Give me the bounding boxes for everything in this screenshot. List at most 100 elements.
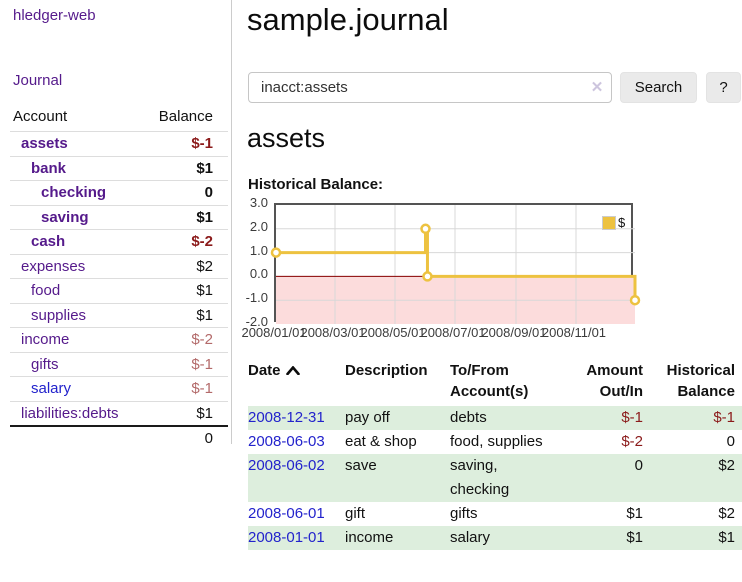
account-row: cash $-2 xyxy=(10,229,228,255)
account-row: gifts $-1 xyxy=(10,352,228,377)
register-row: 2008-12-31 pay off debts $-1 $-1 xyxy=(248,406,742,430)
register-header-accounts: To/From Account(s) xyxy=(450,362,529,400)
x-tick-label: 2008/01/01 xyxy=(241,325,307,340)
y-tick-label: 2.0 xyxy=(249,218,268,234)
register-header-date[interactable]: Date xyxy=(248,360,345,406)
balance-chart-canvas xyxy=(270,205,641,324)
y-tick-label: 0.0 xyxy=(249,266,268,282)
account-link[interactable]: cash xyxy=(31,233,66,251)
transaction-amount: $1 xyxy=(626,529,643,546)
transaction-accounts: gifts xyxy=(450,505,478,522)
x-tick-label: 2008/07/01 xyxy=(420,325,486,340)
transaction-description: gift xyxy=(345,505,366,522)
transaction-balance: $2 xyxy=(718,505,735,522)
transaction-date-link[interactable]: 2008-12-31 xyxy=(248,409,325,426)
transaction-accounts: salary xyxy=(450,529,491,546)
transaction-balance: $-1 xyxy=(713,409,735,426)
balance-chart xyxy=(270,203,641,324)
transaction-date-link[interactable]: 2008-01-01 xyxy=(248,529,325,546)
account-balance: $-1 xyxy=(191,355,213,373)
account-heading: assets xyxy=(247,123,326,153)
register-header-balance: Historical Balance xyxy=(666,362,735,400)
account-link[interactable]: expenses xyxy=(21,257,86,275)
sidebar-item-journal[interactable]: Journal xyxy=(13,72,63,89)
account-link[interactable]: gifts xyxy=(31,355,59,373)
search-button[interactable]: Search xyxy=(620,72,697,103)
app-title-link[interactable]: hledger-web xyxy=(13,7,96,24)
y-tick-label: -1.0 xyxy=(245,290,268,306)
accounts-table: Account Balance assets $-1 bank $1 check… xyxy=(10,106,228,450)
account-link[interactable]: food xyxy=(31,282,61,300)
help-button[interactable]: ? xyxy=(706,72,741,103)
x-tick-label: 2008/05/01 xyxy=(360,325,426,340)
accounts-header-account: Account xyxy=(13,108,68,125)
account-balance: $2 xyxy=(196,257,213,275)
register-row: 2008-06-02 save saving, checking 0 $2 xyxy=(248,454,742,502)
account-balance: $1 xyxy=(196,404,213,422)
transaction-balance: $2 xyxy=(718,457,735,474)
register-header-description: Description xyxy=(345,362,428,379)
legend-label: $ xyxy=(618,215,626,230)
chart-legend: $ xyxy=(602,215,625,230)
account-row: salary $-1 xyxy=(10,376,228,402)
account-link[interactable]: income xyxy=(21,331,70,349)
account-link[interactable]: saving xyxy=(41,208,89,226)
account-row: liabilities:debts $1 xyxy=(10,401,228,426)
account-balance: $1 xyxy=(196,282,213,300)
register-header-amount: Amount Out/In xyxy=(586,362,643,400)
account-balance: $-1 xyxy=(191,380,213,398)
y-tick-label: 1.0 xyxy=(249,242,268,258)
account-row: checking 0 xyxy=(10,180,228,206)
page-title: sample.journal xyxy=(247,2,449,37)
transaction-balance: $1 xyxy=(718,529,735,546)
register-row: 2008-06-03 eat & shop food, supplies $-2… xyxy=(248,430,742,454)
account-link[interactable]: assets xyxy=(21,135,68,153)
accounts-total-row: 0 xyxy=(10,425,228,451)
transaction-amount: $1 xyxy=(626,505,643,522)
account-row: supplies $1 xyxy=(10,303,228,328)
register-header-date-label: Date xyxy=(248,362,281,379)
transaction-date-link[interactable]: 2008-06-01 xyxy=(248,505,325,522)
transaction-description: eat & shop xyxy=(345,433,417,450)
search-input[interactable] xyxy=(248,72,612,103)
account-balance: $-1 xyxy=(191,135,213,153)
account-row: food $1 xyxy=(10,278,228,304)
transaction-description: income xyxy=(345,529,394,546)
register-row: 2008-01-01 income salary $1 $1 xyxy=(248,526,742,550)
account-balance: $1 xyxy=(196,159,213,177)
transaction-amount: $-1 xyxy=(621,409,643,426)
account-link[interactable]: bank xyxy=(31,159,67,177)
x-tick-label: 2008/09/01 xyxy=(481,325,547,340)
transaction-accounts: debts xyxy=(450,409,487,426)
x-tick-label: 2008/11/01 xyxy=(541,325,607,340)
account-row: expenses $2 xyxy=(10,254,228,279)
transaction-description: save xyxy=(345,457,377,474)
legend-swatch-icon xyxy=(602,215,616,230)
transaction-description: pay off xyxy=(345,409,390,426)
accounts-total: 0 xyxy=(204,429,213,447)
y-tick-label: -2.0 xyxy=(245,314,268,329)
account-balance: 0 xyxy=(204,184,213,202)
transaction-date-link[interactable]: 2008-06-03 xyxy=(248,433,325,450)
account-link[interactable]: salary xyxy=(31,380,72,398)
account-balance: $1 xyxy=(196,208,213,226)
account-row: saving $1 xyxy=(10,205,228,230)
transaction-amount: $-2 xyxy=(621,433,643,450)
sort-ascending-icon xyxy=(285,366,300,375)
account-row: assets $-1 xyxy=(10,131,228,157)
account-link[interactable]: checking xyxy=(41,184,107,202)
account-link[interactable]: liabilities:debts xyxy=(21,404,119,422)
transaction-accounts: food, supplies xyxy=(450,433,543,450)
sidebar-divider xyxy=(231,0,232,444)
account-row: bank $1 xyxy=(10,156,228,181)
account-row: income $-2 xyxy=(10,327,228,353)
account-link[interactable]: supplies xyxy=(31,306,87,324)
transaction-date-link[interactable]: 2008-06-02 xyxy=(248,457,325,474)
clear-search-icon[interactable]: ✕ xyxy=(590,79,604,96)
account-balance: $-2 xyxy=(191,331,213,349)
y-tick-label: 3.0 xyxy=(249,195,268,210)
register-row: 2008-06-01 gift gifts $1 $2 xyxy=(248,502,742,526)
x-tick-label: 2008/03/01 xyxy=(300,325,366,340)
transaction-amount: 0 xyxy=(634,457,643,474)
register-table: Date Description To/From Account(s) Amou… xyxy=(248,360,742,550)
